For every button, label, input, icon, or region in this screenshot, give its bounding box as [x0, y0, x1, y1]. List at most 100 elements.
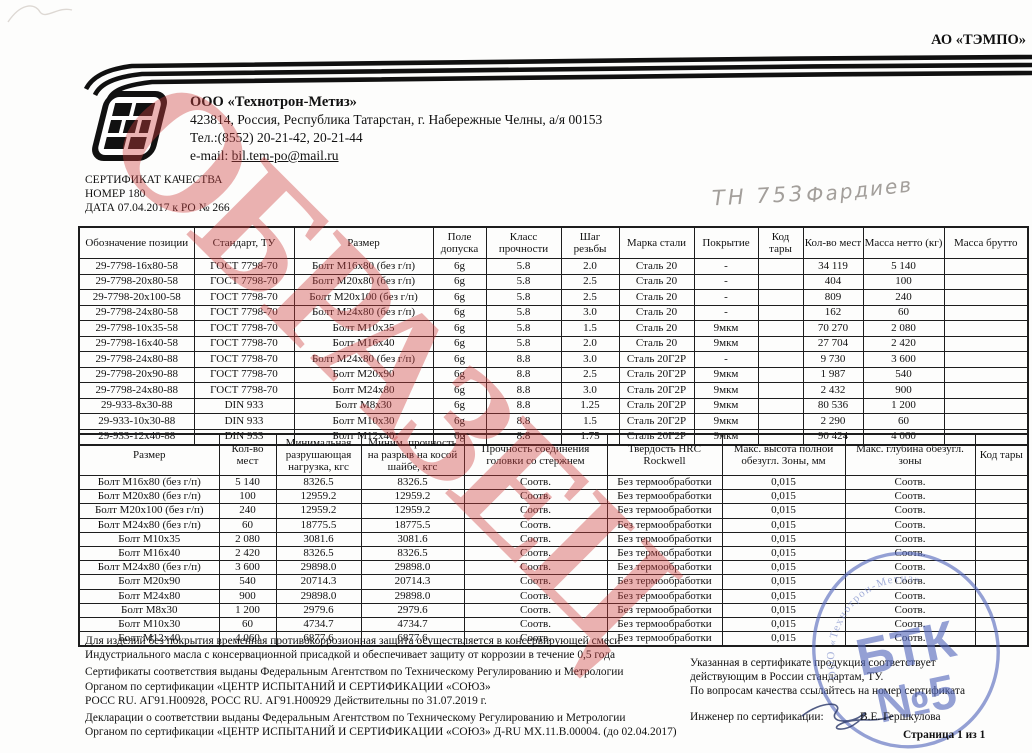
- table-cell: 8.8: [485, 351, 562, 368]
- table-cell: Болт М10х30: [78, 616, 220, 633]
- signature-label: Инженер по сертификации:: [690, 711, 824, 723]
- table-cell: [974, 616, 1029, 633]
- table-cell: 29-7798-24х80-88: [78, 382, 195, 399]
- table-cell: Болт М24х80 (без г/п): [293, 304, 434, 321]
- table-cell: [974, 531, 1029, 547]
- table-cell: 2 080: [862, 320, 945, 337]
- table-cell: 8326.5: [360, 474, 465, 491]
- table-cell: Без термообработки: [606, 531, 723, 547]
- corner-company-name: АО «ТЭМПО»: [931, 32, 1026, 48]
- company-email: bil.tem-po@mail.ru: [231, 148, 339, 163]
- table-cell: [974, 588, 1029, 604]
- table-cell: 8.8: [485, 366, 562, 383]
- table-cell: 8.8: [485, 382, 562, 399]
- table-cell: Болт М16х40: [293, 335, 434, 352]
- table-cell: [943, 382, 1029, 399]
- column-header: Масса нетто (кг): [862, 226, 945, 259]
- table-row: Болт М20х90 540 20714.3 20714.3 Соотв. Без те…: [78, 574, 1029, 590]
- table-cell: Соотв.: [463, 616, 608, 633]
- table-cell: 0,015: [721, 631, 846, 647]
- table-cell: 240: [862, 289, 945, 306]
- table-cell: 5.8: [485, 304, 562, 321]
- table-cell: Сталь 20Г2Р: [618, 397, 695, 414]
- table-cell: DIN 933: [193, 397, 295, 414]
- table-cell: 900: [862, 382, 945, 399]
- note-line: Органом по сертификации «ЦЕНТР ИСПЫТАНИЙ…: [85, 726, 677, 739]
- letterhead-lines: [83, 54, 1032, 101]
- note-line: РОСС RU. АГ91.Н00928, РОСС RU. АГ91.Н009…: [85, 694, 487, 707]
- column-header: Класс прочности: [485, 226, 562, 259]
- table-row: Болт М24х80 (без г/п) 60 18775.5 18775.5 Соо…: [78, 517, 1029, 533]
- table-cell: 20714.3: [275, 574, 362, 590]
- table-header-row: Обозначение позиции Стандарт, ТУ Размер Пол…: [78, 226, 1029, 259]
- table-cell: 12959.2: [360, 503, 465, 519]
- pencil-scribble: [7, 5, 73, 23]
- table-cell: 8326.5: [360, 545, 465, 562]
- table-cell: ГОСТ 7798-70: [193, 382, 295, 399]
- table-cell: 3.0: [560, 382, 620, 399]
- table-cell: 8326.5: [275, 545, 362, 562]
- table-cell: ГОСТ 7798-70: [193, 304, 295, 321]
- table-cell: 5.8: [485, 289, 562, 306]
- table-cell: Болт М10х35: [78, 531, 220, 547]
- handwritten-signature-note: Фардиев: [805, 172, 915, 208]
- table-cell: Болт М16х80 (без г/п): [78, 474, 220, 491]
- table-cell: 8.8: [485, 413, 562, 430]
- table-cell: 540: [218, 574, 277, 590]
- table-cell: 5.8: [485, 273, 562, 290]
- table-cell: Соотв.: [463, 489, 608, 505]
- column-header: Прочность соединения головки со стержнем: [463, 433, 608, 476]
- table-cell: Сталь 20: [618, 320, 695, 337]
- table-cell: ГОСТ 7798-70: [193, 335, 295, 352]
- table-cell: 29898.0: [275, 560, 362, 576]
- note-line: Индустриального масла с консервационной …: [85, 649, 616, 662]
- table-cell: 18775.5: [275, 517, 362, 533]
- table-cell: 34 119: [802, 258, 864, 275]
- table-cell: 1 200: [862, 397, 945, 414]
- table-cell: ГОСТ 7798-70: [193, 273, 295, 290]
- table-cell: 60: [218, 517, 277, 533]
- table-cell: 6g: [432, 382, 487, 399]
- table-cell: Без термообработки: [606, 616, 723, 633]
- table-cell: 6g: [432, 366, 487, 383]
- table-cell: Без термообработки: [606, 489, 723, 505]
- table-cell: 9 730: [802, 351, 864, 368]
- table-cell: 12959.2: [360, 489, 465, 505]
- table-cell: 5 140: [218, 474, 277, 491]
- table-cell: 2.0: [560, 335, 620, 352]
- table-cell: 162: [802, 304, 864, 321]
- table-cell: [943, 413, 1029, 430]
- handwritten-note: ТН 753: [711, 181, 806, 211]
- table-cell: Соотв.: [844, 602, 976, 618]
- table-cell: Сталь 20Г2Р: [618, 413, 695, 430]
- mechanical-properties-table: Размер Кол-во мест Минимальная разрушающая…: [78, 433, 1029, 648]
- table-cell: Соотв.: [844, 574, 976, 590]
- table-cell: [943, 320, 1029, 337]
- table-cell: 12959.2: [275, 503, 362, 519]
- table-cell: 6g: [432, 304, 487, 321]
- table-cell: [757, 382, 804, 399]
- table-cell: 6g: [432, 320, 487, 337]
- table-row: Болт М8х30 1 200 2979.6 2979.6 Соотв. Без тер…: [78, 602, 1029, 618]
- table-cell: [757, 413, 804, 430]
- table-cell: Болт М8х30: [293, 397, 434, 414]
- table-cell: 2 080: [218, 531, 277, 547]
- table-cell: Болт М16х40: [78, 545, 220, 562]
- column-header: Марка стали: [618, 226, 695, 259]
- table-cell: 0,015: [721, 474, 846, 491]
- table-cell: [974, 489, 1029, 505]
- table-cell: ГОСТ 7798-70: [193, 351, 295, 368]
- column-header: Шаг резьбы: [560, 226, 620, 259]
- table-cell: -: [693, 273, 759, 290]
- table-cell: 5.8: [485, 335, 562, 352]
- table-row: 29-933-10х30-88 DIN 933 Болт М10х30 6g 8.8 1.…: [78, 413, 1029, 430]
- table-cell: 2979.6: [360, 602, 465, 618]
- table-cell: Болт М24х80 (без г/п): [293, 351, 434, 368]
- table-cell: 0,015: [721, 602, 846, 618]
- table-cell: [974, 474, 1029, 491]
- company-name: ООО «Технотрон-Метиз»: [190, 94, 357, 110]
- table-cell: 60: [218, 616, 277, 633]
- table-row: Болт М10х30 60 4734.7 4734.7 Соотв. Без термо…: [78, 616, 1029, 633]
- table-cell: Болт М20х80 (без г/п): [78, 489, 220, 505]
- table-cell: 12959.2: [275, 489, 362, 505]
